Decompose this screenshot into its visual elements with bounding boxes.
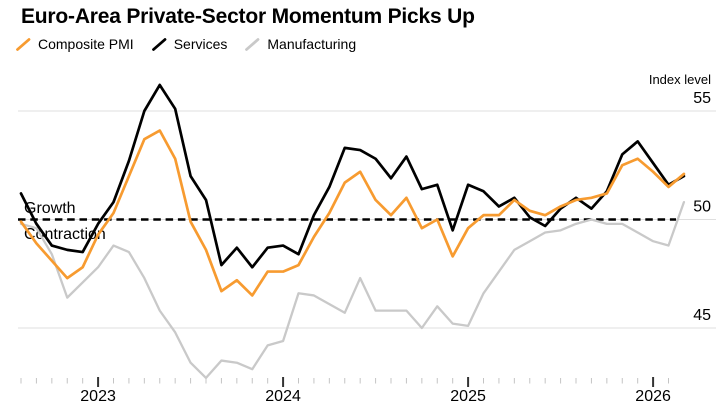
x-axis-year-label: 2025 — [450, 388, 486, 405]
legend: Composite PMI Services Manufacturing — [16, 36, 356, 52]
series-line-composite-pmi — [19, 129, 686, 297]
legend-label-manufacturing: Manufacturing — [267, 36, 357, 52]
y-axis-tick-label: 55 — [693, 90, 711, 107]
services-line-swatch-icon — [151, 37, 167, 51]
chart-title: Euro-Area Private-Sector Momentum Picks … — [21, 5, 475, 28]
legend-item-composite-pmi: Composite PMI — [16, 36, 134, 52]
series-line-manufacturing — [19, 200, 686, 380]
legend-item-manufacturing: Manufacturing — [245, 36, 356, 52]
x-axis-year-label: 2024 — [265, 388, 301, 405]
legend-label-composite-pmi: Composite PMI — [38, 36, 134, 52]
manufacturing-line-swatch-icon — [245, 37, 260, 51]
y-axis-title: Index level — [649, 72, 711, 87]
y-axis-tick-label: 50 — [693, 199, 711, 216]
x-axis-year-label: 2023 — [80, 388, 116, 405]
legend-label-services: Services — [173, 36, 228, 52]
legend-item-services: Services — [151, 36, 228, 52]
y-axis-tick-label: 45 — [693, 307, 711, 324]
composite-pmi-line-swatch-icon — [16, 37, 31, 51]
x-axis-year-label: 2026 — [635, 388, 671, 405]
growth-label: Growth — [24, 200, 76, 217]
